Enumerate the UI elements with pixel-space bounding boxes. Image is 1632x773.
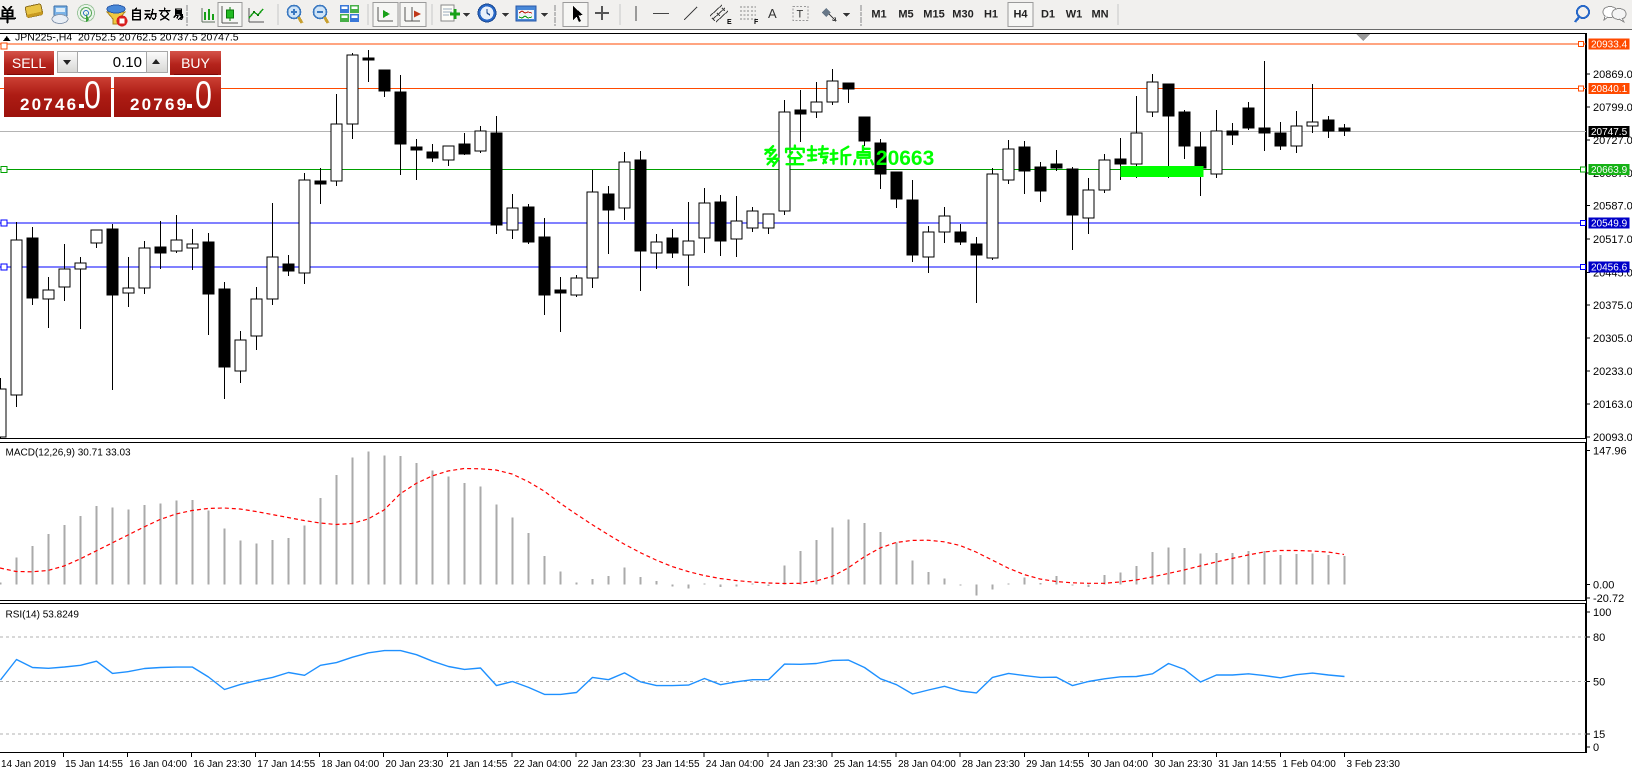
svg-text:16 Jan 04:00: 16 Jan 04:00: [129, 759, 187, 770]
svg-text:M15: M15: [923, 9, 944, 21]
svg-text:17 Jan 14:55: 17 Jan 14:55: [257, 759, 315, 770]
svg-text:50: 50: [1593, 677, 1605, 689]
svg-text:M1: M1: [871, 9, 886, 21]
svg-text:20747.5: 20747.5: [1591, 127, 1628, 138]
svg-text:21 Jan 14:55: 21 Jan 14:55: [450, 759, 508, 770]
svg-text:15 Jan 14:55: 15 Jan 14:55: [65, 759, 123, 770]
svg-text:20663.9: 20663.9: [1591, 165, 1628, 176]
svg-text:28 Jan 23:30: 28 Jan 23:30: [962, 759, 1020, 770]
svg-text:24 Jan 04:00: 24 Jan 04:00: [706, 759, 764, 770]
svg-text:MN: MN: [1091, 9, 1108, 21]
svg-text:23 Jan 14:55: 23 Jan 14:55: [642, 759, 700, 770]
svg-text:29 Jan 14:55: 29 Jan 14:55: [1026, 759, 1084, 770]
svg-text:20549.9: 20549.9: [1591, 219, 1628, 230]
svg-text:20375.0: 20375.0: [1593, 300, 1632, 312]
svg-text:F: F: [754, 19, 759, 26]
svg-text:30 Jan 04:00: 30 Jan 04:00: [1090, 759, 1148, 770]
svg-text:RSI(14) 53.8249: RSI(14) 53.8249: [6, 610, 80, 621]
svg-text:15: 15: [1593, 729, 1605, 741]
svg-text:20587.0: 20587.0: [1593, 201, 1632, 213]
svg-text:20233.0: 20233.0: [1593, 366, 1632, 378]
svg-text:16 Jan 23:30: 16 Jan 23:30: [193, 759, 251, 770]
svg-text:30 Jan 23:30: 30 Jan 23:30: [1154, 759, 1212, 770]
svg-text:20840.1: 20840.1: [1591, 84, 1628, 95]
svg-text:20163.0: 20163.0: [1593, 399, 1632, 411]
svg-text:3 Feb 23:30: 3 Feb 23:30: [1347, 759, 1401, 770]
svg-text:20456.6: 20456.6: [1591, 263, 1628, 274]
svg-text:-20.72: -20.72: [1593, 593, 1624, 605]
svg-text:25 Jan 14:55: 25 Jan 14:55: [834, 759, 892, 770]
svg-text:22 Jan 04:00: 22 Jan 04:00: [514, 759, 572, 770]
svg-text:D1: D1: [1041, 9, 1055, 21]
svg-text:T: T: [797, 9, 804, 21]
svg-text:H4: H4: [1013, 9, 1028, 21]
svg-text:147.96: 147.96: [1593, 446, 1627, 458]
svg-text:20305.0: 20305.0: [1593, 333, 1632, 345]
svg-text:M5: M5: [898, 9, 913, 21]
svg-text:31 Jan 14:55: 31 Jan 14:55: [1218, 759, 1276, 770]
svg-text:24 Jan 23:30: 24 Jan 23:30: [770, 759, 828, 770]
svg-text:H1: H1: [984, 9, 998, 21]
svg-text:28 Jan 04:00: 28 Jan 04:00: [898, 759, 956, 770]
svg-text:22 Jan 23:30: 22 Jan 23:30: [578, 759, 636, 770]
svg-text:80: 80: [1593, 632, 1605, 644]
svg-text:18 Jan 04:00: 18 Jan 04:00: [321, 759, 379, 770]
svg-text:20799.0: 20799.0: [1593, 102, 1632, 114]
svg-text:1 Feb 04:00: 1 Feb 04:00: [1282, 759, 1336, 770]
svg-text:20869.0: 20869.0: [1593, 69, 1632, 81]
svg-text:JPN225-,H4 20752.5 20762.5 20: JPN225-,H4 20752.5 20762.5 20737.5 20747…: [15, 32, 239, 44]
svg-text:E: E: [727, 19, 732, 26]
svg-text:0: 0: [1593, 742, 1599, 754]
svg-text:W1: W1: [1066, 9, 1083, 21]
svg-text:20093.0: 20093.0: [1593, 432, 1632, 444]
svg-text:20727.0: 20727.0: [1593, 135, 1632, 147]
svg-text:20 Jan 23:30: 20 Jan 23:30: [385, 759, 443, 770]
svg-text:14 Jan 2019: 14 Jan 2019: [1, 759, 56, 770]
svg-text:20517.0: 20517.0: [1593, 234, 1632, 246]
svg-text:20663: 20663: [876, 147, 934, 170]
svg-text:100: 100: [1593, 607, 1611, 619]
svg-text:20933.4: 20933.4: [1591, 40, 1628, 51]
svg-text:A: A: [768, 6, 777, 21]
svg-text:0.00: 0.00: [1593, 580, 1614, 592]
svg-text:M30: M30: [952, 9, 973, 21]
svg-text:MACD(12,26,9) 30.71 33.03: MACD(12,26,9) 30.71 33.03: [6, 448, 132, 459]
